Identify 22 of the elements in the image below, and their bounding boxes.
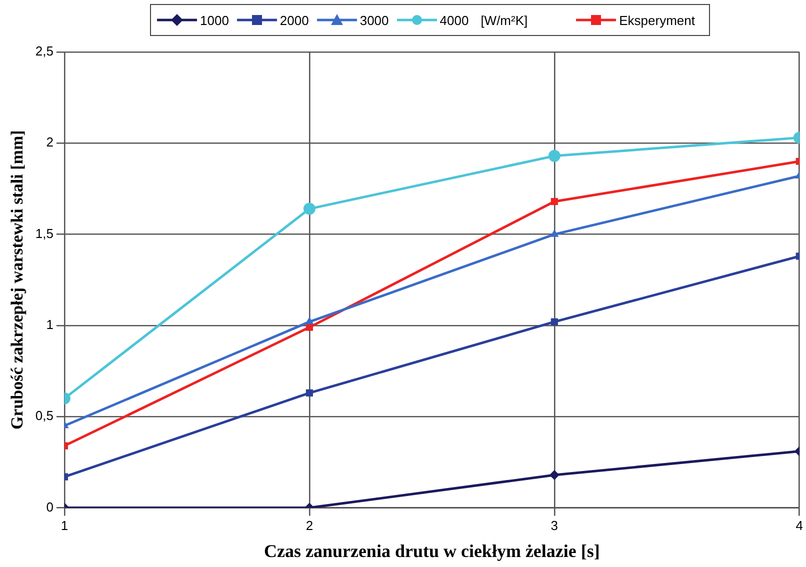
point bbox=[550, 318, 558, 326]
legend-label: Eksperyment bbox=[619, 12, 695, 28]
legend-label: 2000 bbox=[280, 12, 309, 28]
x-axis-title: Czas zanurzenia drutu w ciekłym żelazie [s] bbox=[264, 540, 600, 561]
x-tick-label: 1 bbox=[60, 518, 68, 534]
legend-label: 3000 bbox=[360, 12, 389, 28]
x-tick-label: 2 bbox=[306, 518, 314, 534]
y-tick-label: 2,5 bbox=[35, 44, 54, 59]
legend-label: 1000 bbox=[200, 12, 229, 28]
point bbox=[550, 198, 558, 206]
x-tick-label: 3 bbox=[550, 518, 558, 534]
legend-title: [W/m²K] bbox=[480, 12, 528, 28]
y-tick-label: 0,5 bbox=[35, 408, 54, 424]
point bbox=[306, 324, 313, 331]
point bbox=[306, 389, 313, 396]
y-tick-label: 0 bbox=[46, 499, 54, 514]
y-tick-label: 2 bbox=[46, 134, 54, 150]
y-axis-title: Grubość zakrzepłej warstewki stali [mm] bbox=[8, 130, 27, 430]
legend-label: 4000 bbox=[440, 12, 469, 28]
y-tick-label: 1 bbox=[46, 317, 54, 332]
x-tick-label: 4 bbox=[796, 518, 803, 534]
y-tick-label: 1,5 bbox=[35, 226, 54, 241]
